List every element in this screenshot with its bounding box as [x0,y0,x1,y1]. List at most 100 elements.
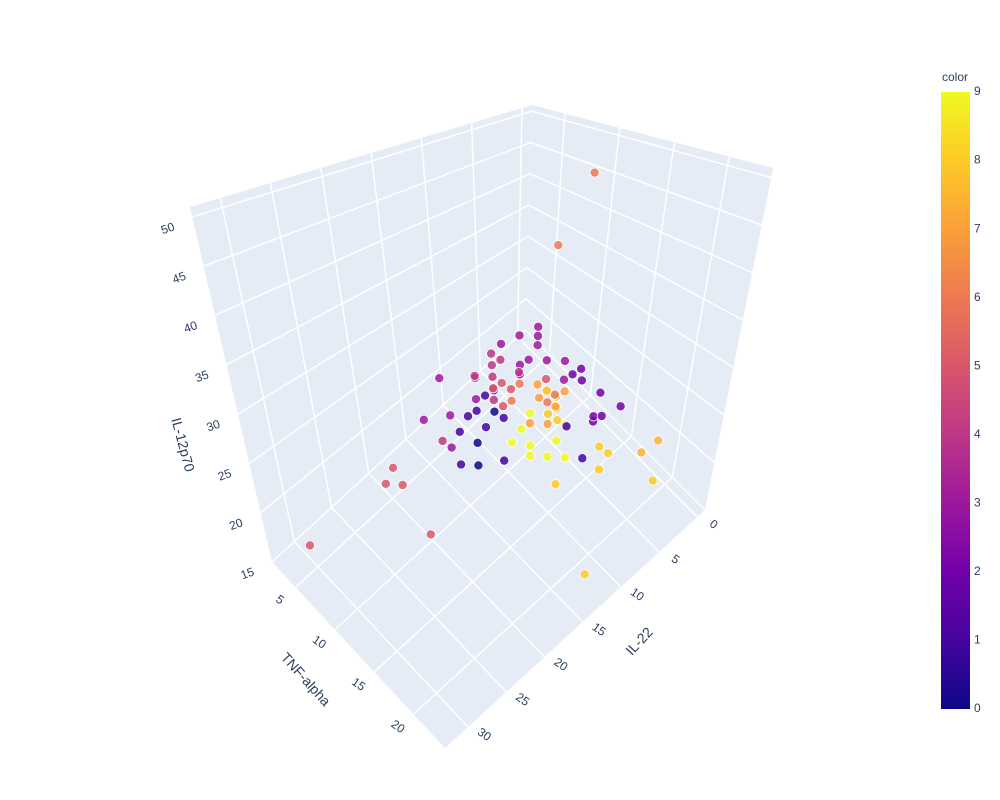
floor-plane [272,330,705,748]
data-point [498,401,509,412]
data-point [647,475,658,486]
data-point [496,377,507,388]
x-tick-label: 25 [513,690,532,709]
data-point [542,397,553,408]
grid-line [529,173,753,274]
data-point [589,167,600,178]
data-point [471,405,482,416]
data-point [304,540,315,551]
data-point [559,386,570,397]
scene: 0 5 10 15 20 25 30 5 10 15 20 15 20 25 30 35 40 45 50 IL-22… [159,105,773,748]
z-tick-label: 20 [227,515,245,533]
y-tick-label: 15 [349,675,368,694]
data-point [388,462,399,473]
data-point [488,383,499,394]
points [304,167,664,580]
data-point [472,437,483,448]
grid-line [295,353,551,588]
data-point [499,455,510,466]
data-point [513,367,524,378]
data-point [558,374,569,385]
data-point [480,422,491,433]
grid-line [226,204,530,366]
grid-line [260,298,527,514]
data-point [454,426,465,437]
data-point [549,389,560,400]
data-point [532,330,543,341]
colorbar-tick-label: 0 [974,701,981,715]
data-point [552,415,563,426]
x-tick-label: 20 [551,655,570,674]
data-point [469,370,480,381]
data-point [615,401,626,412]
colorbar-tick-label: 4 [974,427,981,441]
data-point [653,435,664,446]
data-point [498,412,509,423]
data-point [506,437,517,448]
grid-line [442,404,622,588]
colorbar-tick-label: 9 [974,84,981,98]
data-point [542,419,553,430]
x-tick-label: 10 [628,585,647,604]
grid-line [530,141,762,226]
data-point [418,414,429,425]
grid-line [413,476,673,715]
z-tick-label: 30 [205,417,223,435]
data-point [425,529,436,540]
left-wall [190,105,532,562]
y-tick-label: 10 [310,632,329,651]
data-point [541,374,552,385]
data-point [567,369,578,380]
data-point [463,411,474,422]
grid-line [531,110,772,179]
colorbar-tick-label: 2 [974,564,981,578]
data-point [561,421,572,432]
x-tick-label: 30 [475,725,494,744]
data-point [380,478,391,489]
data-point [559,355,570,366]
grid-line [203,141,532,267]
colorbar-title: color [942,70,968,84]
data-point [551,435,562,446]
data-point [524,418,535,429]
z-tick-label: 50 [159,219,177,237]
z-tick-label: 15 [239,565,257,583]
z-tick-label: 40 [182,318,200,336]
grid-line [527,235,734,369]
data-point [506,384,517,395]
colorbar: color 0 1 2 3 4 5 6 7 8 9 [941,70,981,715]
data-point [543,408,554,419]
colorbar-tick-label: 5 [974,358,981,372]
grid-line [248,266,528,465]
data-point [525,450,536,461]
data-point [533,321,544,332]
grid-line [293,541,469,728]
grid-line [334,394,591,631]
grid-line [192,110,533,218]
grid-line [271,329,526,563]
data-point [593,464,604,475]
data-point [550,401,561,412]
data-point [636,447,647,458]
data-point [541,355,552,366]
data-point [446,442,457,453]
x-tick-label: 5 [669,552,683,567]
data-point [397,479,408,490]
y-tick-label: 20 [389,717,408,736]
colorbar-tick-label: 8 [974,153,981,167]
data-point [532,379,543,390]
data-point [434,373,445,384]
data-point [456,459,467,470]
y-axis-title: TNF-alpha [278,649,334,709]
data-point [486,348,497,359]
data-point [541,385,552,396]
data-point [577,453,588,464]
data-point [603,448,614,459]
data-point [489,406,500,417]
z-axis-title: IL-12p70 [168,416,198,474]
data-point [488,394,499,405]
data-point [579,569,590,580]
grid-line [237,235,529,415]
data-point [576,363,587,374]
